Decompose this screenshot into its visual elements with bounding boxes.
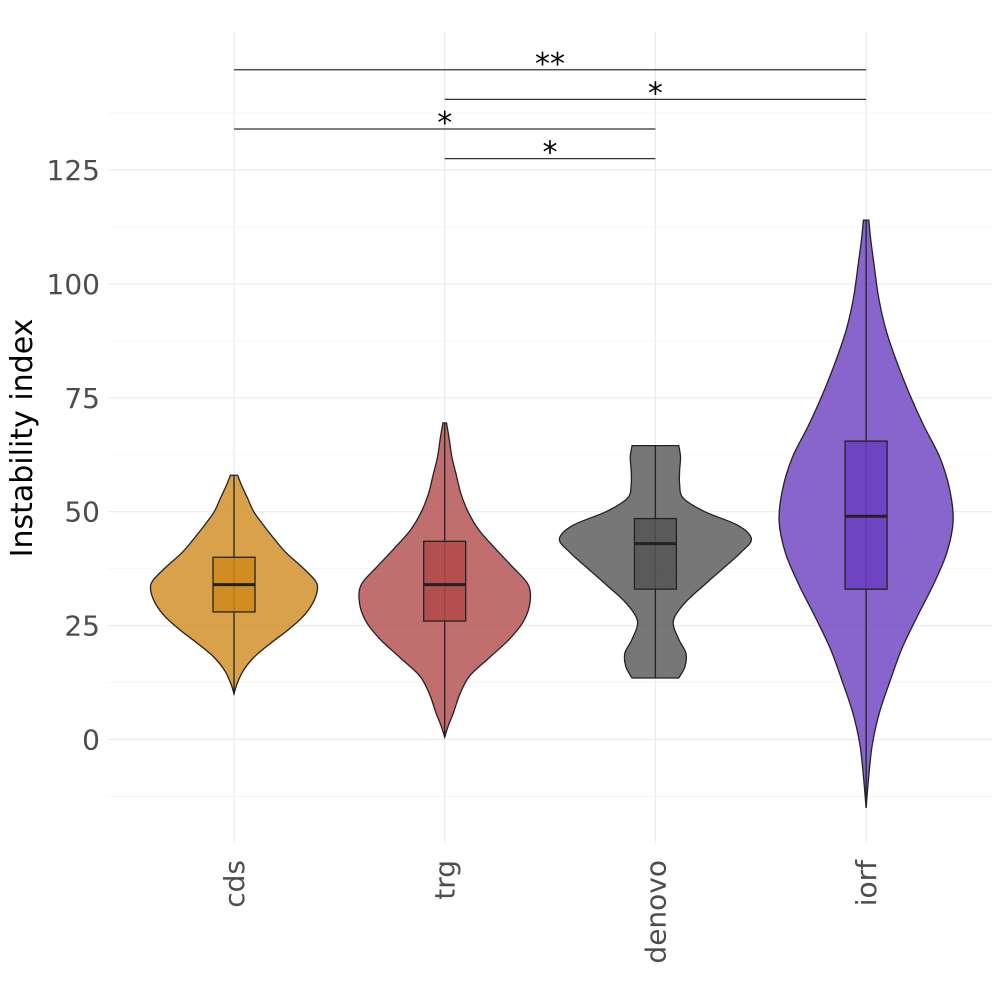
violin-group-denovo bbox=[558, 444, 753, 679]
y-tick-label: 0 bbox=[82, 724, 100, 757]
x-tick-label-trg: trg bbox=[429, 860, 462, 900]
box-denovo bbox=[633, 517, 678, 590]
x-tick-labels: cds trg denovo iorf bbox=[218, 859, 883, 964]
y-tick-labels: 0 25 50 75 100 125 bbox=[47, 154, 100, 757]
y-tick-label: 100 bbox=[47, 268, 100, 301]
violin-group-cds bbox=[149, 474, 319, 697]
comparison-cds-denovo: * bbox=[234, 106, 656, 141]
significance-brackets: ***** bbox=[234, 47, 867, 171]
x-tick-label-cds: cds bbox=[218, 860, 251, 908]
significance-label: * bbox=[648, 76, 663, 111]
y-tick-label: 75 bbox=[64, 382, 100, 415]
significance-label: * bbox=[437, 106, 452, 141]
y-tick-label: 25 bbox=[64, 610, 100, 643]
comparison-cds-iorf: ** bbox=[234, 47, 867, 82]
y-tick-label: 125 bbox=[47, 154, 100, 187]
x-tick-label-denovo: denovo bbox=[639, 860, 672, 964]
y-axis-title: Instability index bbox=[5, 319, 40, 558]
significance-label: ** bbox=[535, 47, 565, 82]
violin-group-iorf bbox=[778, 219, 954, 808]
significance-label: * bbox=[543, 136, 558, 171]
violin-group-trg bbox=[358, 422, 532, 740]
violins bbox=[149, 219, 954, 808]
comparison-trg-iorf: * bbox=[444, 76, 867, 111]
box-trg bbox=[423, 540, 467, 622]
y-tick-label: 50 bbox=[64, 496, 100, 529]
comparison-trg-denovo: * bbox=[444, 136, 656, 171]
x-tick-label-iorf: iorf bbox=[850, 859, 883, 906]
